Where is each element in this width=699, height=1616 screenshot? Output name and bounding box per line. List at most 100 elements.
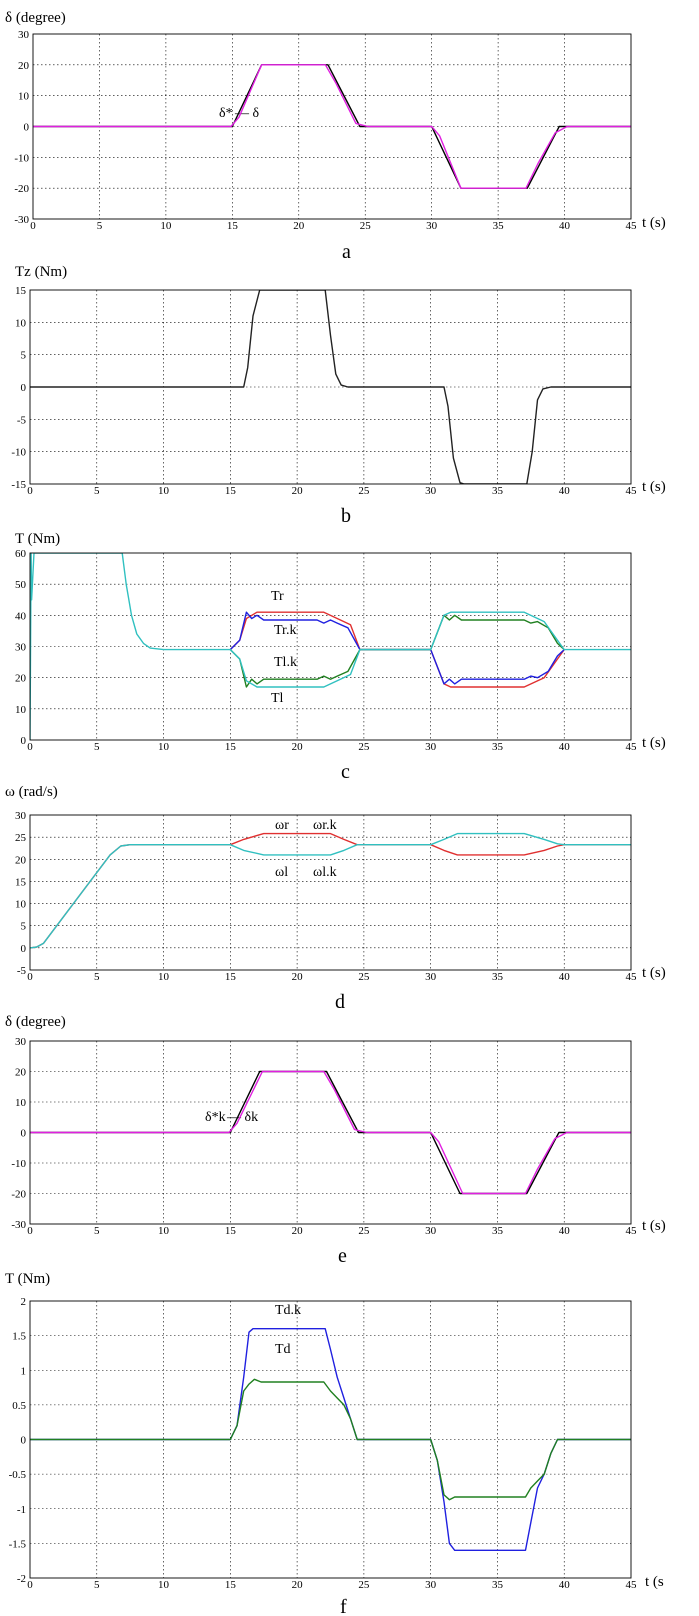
y-tick-label: 30 <box>18 29 30 41</box>
x-tick-label: 10 <box>158 741 170 753</box>
y-tick-label: -1.5 <box>9 1538 27 1550</box>
label-tr: Tr <box>271 589 284 604</box>
series-line-tz <box>30 290 631 484</box>
plot-frame <box>29 1300 632 1579</box>
panel-d: ω (rad/s) t (s) d ωr ωr.k ωl ωl.k 0 5 10 15… <box>5 784 666 1013</box>
x-tick-label: 5 <box>94 485 100 497</box>
x-axis-label: t (s) <box>642 215 666 231</box>
x-tick-label: 0 <box>27 1225 33 1237</box>
x-tick-label: 10 <box>160 220 172 232</box>
y-tick-label: 15 <box>15 876 27 888</box>
y-tick-label: -15 <box>11 479 26 491</box>
y-tick-label: 50 <box>15 579 27 591</box>
y-tick-label: 20 <box>15 673 27 685</box>
x-tick-label: 40 <box>559 485 571 497</box>
x-tick-label: 45 <box>626 1579 638 1591</box>
y-tick-label: 2 <box>21 1296 27 1308</box>
y-tick-label: 0 <box>24 122 30 134</box>
y-tick-label: 20 <box>15 1067 27 1079</box>
y-tick-label: -20 <box>14 183 29 195</box>
x-tick-label: 15 <box>225 741 237 753</box>
x-tick-label: 20 <box>292 485 304 497</box>
x-tick-label: 30 <box>425 485 437 497</box>
y-tick-label: 0 <box>21 735 27 747</box>
y-tick-label: 60 <box>15 548 27 560</box>
label-delta-star: δ* <box>219 106 233 121</box>
label-td: Td <box>275 1342 291 1357</box>
x-tick-label: 5 <box>94 1579 100 1591</box>
y-tick-label: 1.5 <box>12 1331 26 1343</box>
x-tick-label: 20 <box>293 220 305 232</box>
y-tick-label: 30 <box>15 642 27 654</box>
label-tl: Tl <box>271 691 284 706</box>
x-tick-label: 30 <box>425 971 437 983</box>
y-axis-label: ω (rad/s) <box>5 784 58 800</box>
x-tick-label: 35 <box>492 1579 504 1591</box>
x-tick-label: 25 <box>358 1579 370 1591</box>
y-tick-label: -5 <box>17 414 27 426</box>
y-tick-label: -10 <box>11 1158 26 1170</box>
y-tick-label: 30 <box>15 810 27 822</box>
x-tick-label: 0 <box>27 485 33 497</box>
y-tick-label: -20 <box>11 1189 26 1201</box>
x-tick-label: 30 <box>425 1579 437 1591</box>
panel-caption: b <box>341 505 351 527</box>
x-tick-label: 0 <box>27 1579 33 1591</box>
x-tick-label: 40 <box>559 1579 571 1591</box>
plot-frame <box>29 1040 632 1225</box>
series-line-wr <box>30 832 631 949</box>
x-tick-label: 40 <box>559 1225 571 1237</box>
y-tick-label: -0.5 <box>9 1469 27 1481</box>
x-axis-label: t (s) <box>642 479 666 495</box>
panel-caption: a <box>342 241 351 263</box>
y-tick-label: 5 <box>21 350 27 362</box>
y-tick-label: 20 <box>18 60 30 72</box>
y-axis-label: δ (degree) <box>5 1014 66 1030</box>
x-tick-label: 45 <box>626 485 638 497</box>
series-line-act <box>33 64 631 189</box>
panel-a: δ (degree) t (s) a δ* — δ 0 5 10 15 20 25 30 35… <box>5 10 666 263</box>
x-tick-label: 40 <box>559 741 571 753</box>
x-tick-label: 45 <box>626 741 638 753</box>
x-tick-label: 25 <box>358 485 370 497</box>
series-line-wl <box>30 832 631 949</box>
plot-frame <box>29 552 632 741</box>
x-tick-label: 0 <box>30 220 36 232</box>
y-tick-label: 0 <box>21 382 27 394</box>
x-tick-label: 0 <box>27 741 33 753</box>
x-tick-label: 35 <box>492 971 504 983</box>
y-axis-label: δ (degree) <box>5 10 66 26</box>
x-tick-label: 15 <box>225 971 237 983</box>
x-tick-label: 20 <box>292 1225 304 1237</box>
x-tick-label: 5 <box>94 971 100 983</box>
x-tick-label: 15 <box>225 1225 237 1237</box>
x-tick-label: 35 <box>493 220 505 232</box>
x-tick-label: 20 <box>292 1579 304 1591</box>
x-tick-label: 30 <box>425 1225 437 1237</box>
y-tick-label: 15 <box>15 285 27 297</box>
y-tick-label: 5 <box>21 921 27 933</box>
x-tick-label: 25 <box>358 741 370 753</box>
plot-frame <box>29 289 632 485</box>
x-tick-label: 15 <box>225 485 237 497</box>
series-line-tl <box>30 553 631 740</box>
y-tick-label: 10 <box>15 1097 27 1109</box>
y-tick-label: -1 <box>17 1504 26 1516</box>
label-tlk: Tl.k <box>274 655 297 670</box>
y-tick-label: 10 <box>15 317 27 329</box>
x-tick-label: 45 <box>626 1225 638 1237</box>
series-line-td <box>30 1378 631 1501</box>
x-tick-label: 10 <box>158 1579 170 1591</box>
x-tick-label: 45 <box>626 971 638 983</box>
y-tick-label: -10 <box>14 152 29 164</box>
y-tick-label: -10 <box>11 447 26 459</box>
x-tick-label: 40 <box>559 971 571 983</box>
y-axis-label: T (Nm) <box>5 1271 50 1287</box>
y-tick-label: 0 <box>21 1435 27 1447</box>
x-tick-label: 5 <box>97 220 103 232</box>
x-tick-label: 30 <box>426 220 438 232</box>
x-axis-label: t (s) <box>642 1218 666 1234</box>
x-axis-label: t (s <box>645 1574 664 1590</box>
x-tick-label: 10 <box>158 971 170 983</box>
